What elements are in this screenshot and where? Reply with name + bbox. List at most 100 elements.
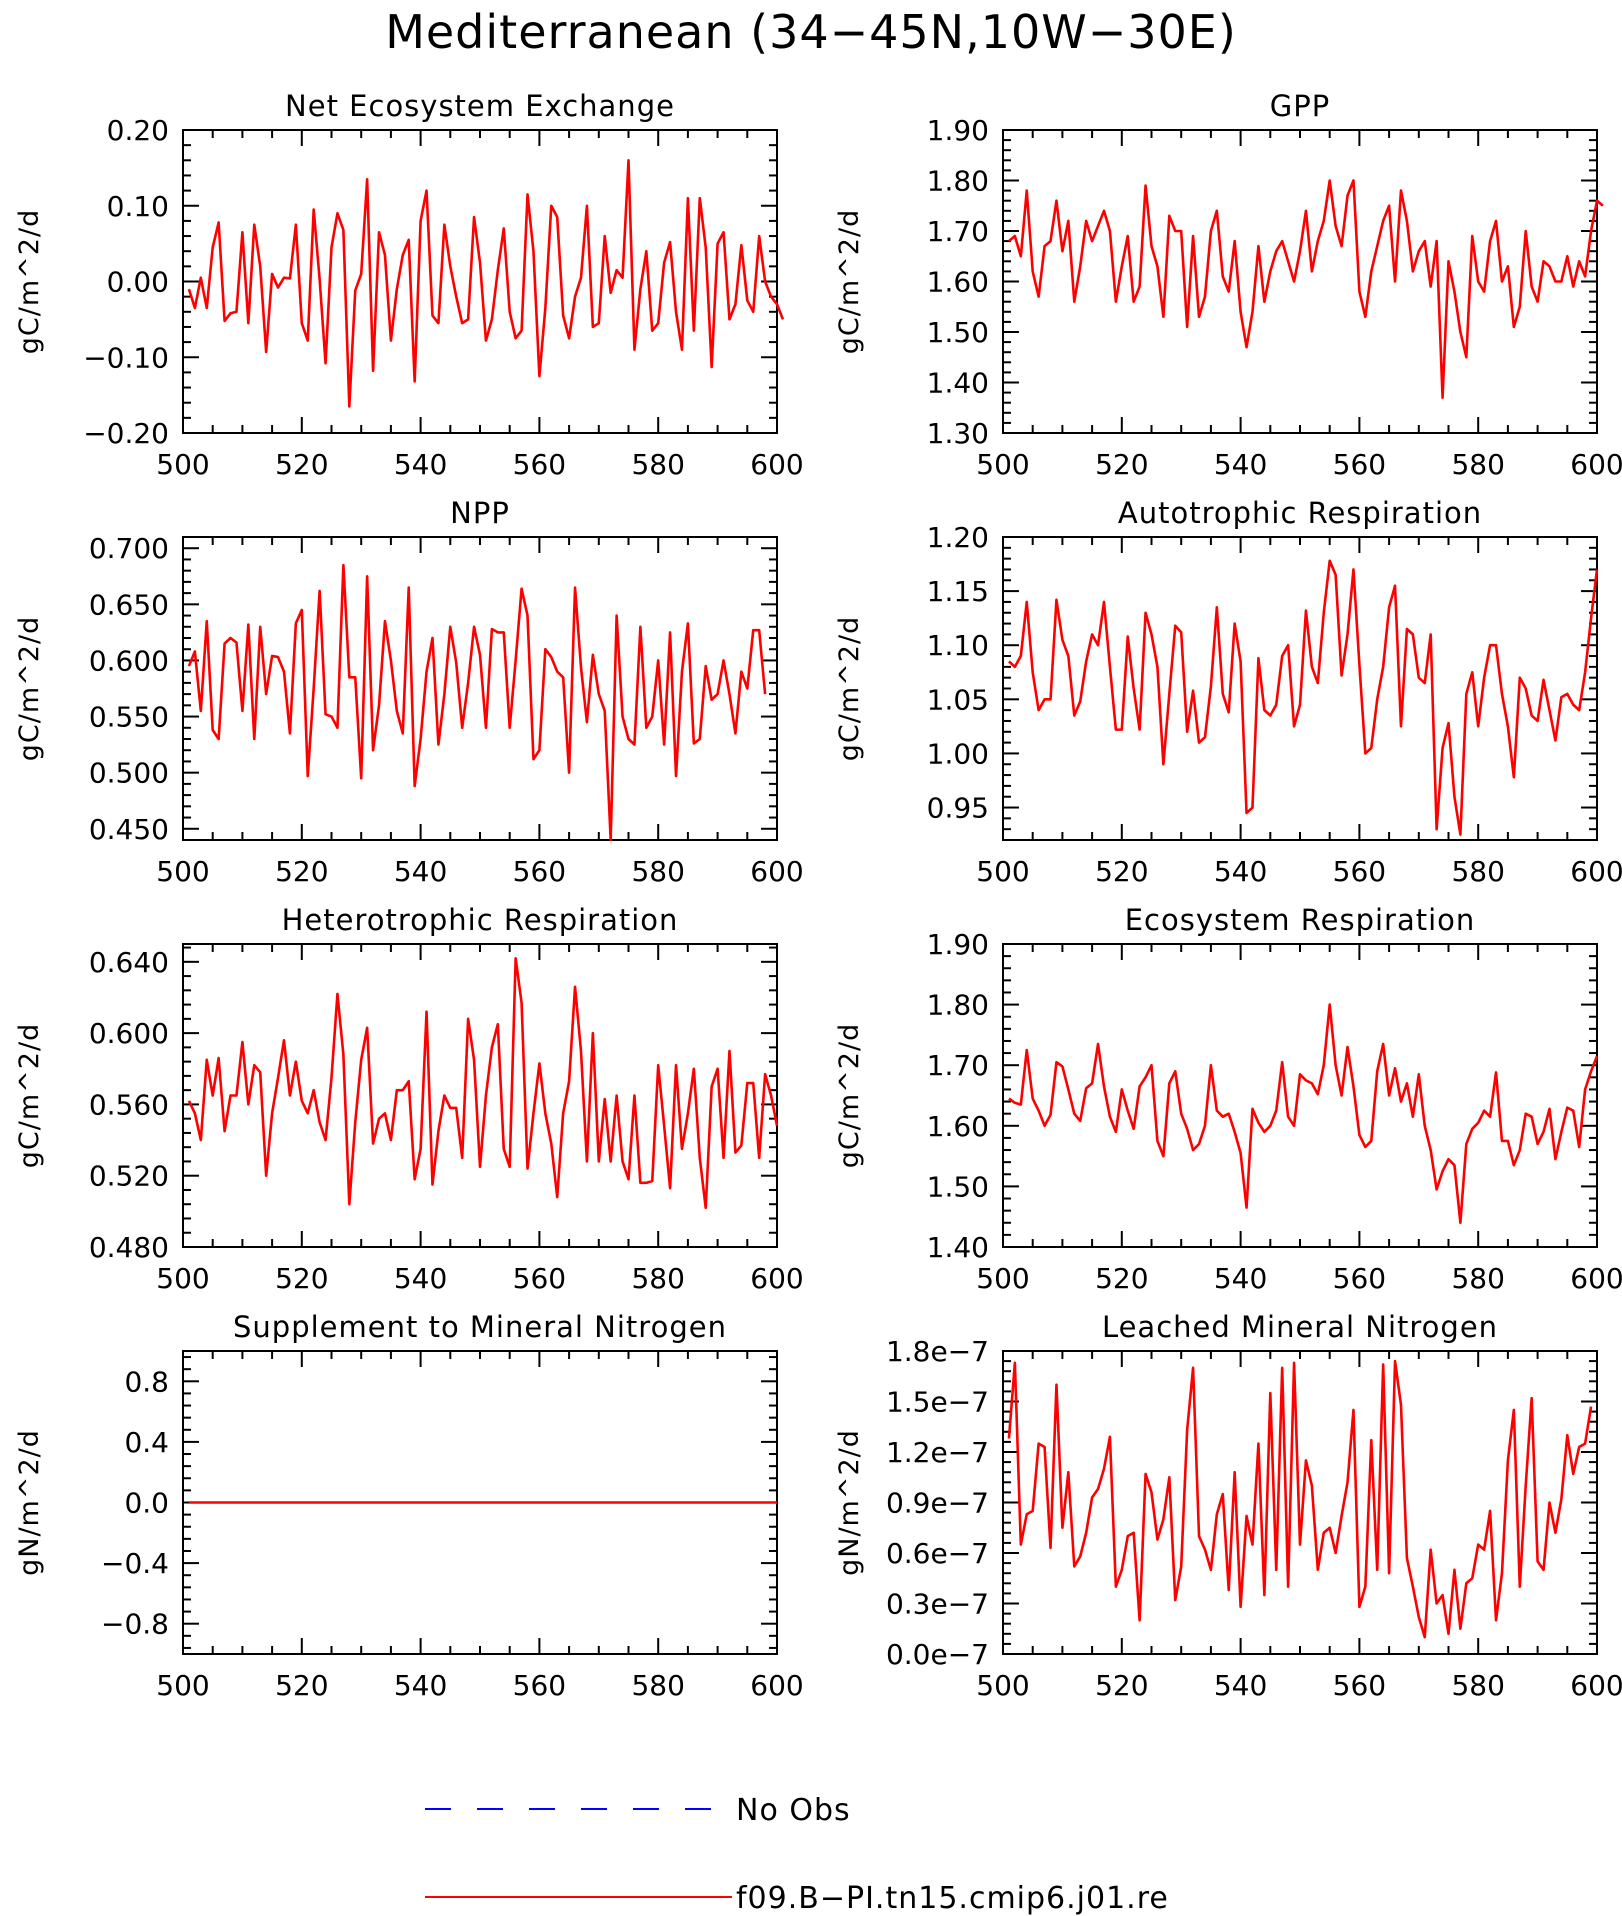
panel-title: Heterotrophic Respiration: [282, 903, 679, 937]
chart-panel-8: Leached Mineral Nitrogen gN/m^2/d 500 520 54…: [834, 1310, 1622, 1702]
y-tick-label: 1.2e−7: [886, 1436, 989, 1469]
y-tick-label: 0.600: [89, 644, 169, 677]
y-tick-label: 1.40: [927, 1231, 989, 1264]
data-series-line-1: [1008, 179, 1604, 399]
y-tick-label: 0.450: [89, 813, 169, 846]
y-tick-label: 1.70: [927, 215, 989, 248]
x-tick-label: 540: [1214, 855, 1267, 888]
x-tick-label: 580: [631, 448, 684, 481]
y-axis-label: gC/m^2/d: [834, 616, 865, 761]
data-series-line-1: [187, 563, 767, 842]
x-tick-label: 600: [750, 1262, 803, 1295]
x-tick-label: 540: [1214, 1262, 1267, 1295]
y-tick-label: 1.50: [927, 1170, 989, 1203]
y-tick-label: −0.10: [83, 341, 169, 374]
x-tick-label: 540: [394, 1262, 447, 1295]
x-tick-label: 500: [156, 448, 209, 481]
y-tick-label: 0.520: [89, 1160, 169, 1193]
x-tick-label: 580: [631, 1262, 684, 1295]
data-series-line-1: [187, 159, 785, 408]
y-tick-label: 1.60: [927, 266, 989, 299]
legend-label-model: f09.B−PI.tn15.cmip6.j01.re: [736, 1881, 1169, 1916]
y-tick-label: 1.10: [927, 629, 989, 662]
y-tick-label: 1.20: [927, 521, 989, 554]
y-axis-label: gC/m^2/d: [14, 616, 45, 761]
y-axis-label: gC/m^2/d: [14, 1023, 45, 1168]
panel-title: Autotrophic Respiration: [1118, 496, 1482, 530]
x-tick-label: 560: [513, 1669, 566, 1702]
y-tick-label: −0.8: [101, 1608, 169, 1641]
y-tick-label: 0.6e−7: [886, 1537, 989, 1570]
y-tick-label: 0.00: [107, 266, 169, 299]
x-tick-label: 560: [513, 1262, 566, 1295]
x-tick-label: 580: [1451, 855, 1504, 888]
x-tick-label: 580: [1451, 448, 1504, 481]
x-tick-label: 500: [976, 1262, 1029, 1295]
y-tick-label: 0.8: [124, 1365, 169, 1398]
panel-title: NPP: [450, 496, 510, 530]
x-tick-label: 580: [631, 855, 684, 888]
y-tick-label: −0.20: [83, 417, 169, 450]
x-tick-label: 600: [1570, 448, 1622, 481]
x-tick-label: 520: [275, 448, 328, 481]
plot-frame: [1002, 129, 1598, 434]
x-tick-label: 560: [513, 448, 566, 481]
panel-title: Supplement to Mineral Nitrogen: [233, 1310, 727, 1344]
data-series-line-1: [1007, 1359, 1593, 1639]
x-tick-label: 520: [275, 855, 328, 888]
x-tick-label: 500: [976, 448, 1029, 481]
x-tick-label: 600: [1570, 855, 1622, 888]
x-tick-label: 520: [275, 1669, 328, 1702]
chart-panel-2: GPP gC/m^2/d 500 520 540 560 580 600 1.30 1.40 1.5…: [834, 89, 1622, 481]
x-tick-label: 520: [1095, 1669, 1148, 1702]
x-tick-label: 520: [1095, 448, 1148, 481]
x-tick-label: 500: [976, 855, 1029, 888]
y-axis-label: gC/m^2/d: [14, 209, 45, 354]
y-tick-label: 1.80: [927, 165, 989, 198]
y-tick-label: 1.05: [927, 683, 989, 716]
x-tick-label: 560: [1333, 855, 1386, 888]
y-tick-label: 1.80: [927, 989, 989, 1022]
data-series-line-1: [1008, 559, 1599, 836]
y-tick-label: 1.00: [927, 737, 989, 770]
y-tick-label: 0.3e−7: [886, 1588, 989, 1621]
x-tick-label: 500: [156, 1262, 209, 1295]
y-tick-label: 0.95: [927, 792, 989, 825]
y-tick-label: 0.480: [89, 1231, 169, 1264]
x-tick-label: 600: [1570, 1262, 1622, 1295]
x-tick-label: 560: [1333, 448, 1386, 481]
chart-panel-7: Supplement to Mineral Nitrogen gN/m^2/d 50…: [14, 1310, 804, 1702]
data-series-line-1: [187, 956, 779, 1210]
x-tick-label: 500: [976, 1669, 1029, 1702]
y-tick-label: 0.0: [124, 1487, 169, 1520]
x-tick-label: 560: [1333, 1262, 1386, 1295]
x-tick-label: 600: [750, 448, 803, 481]
x-tick-label: 540: [394, 855, 447, 888]
figure-title: Mediterranean (34−45N,10W−30E): [385, 5, 1237, 59]
x-tick-label: 540: [1214, 448, 1267, 481]
x-tick-label: 580: [1451, 1669, 1504, 1702]
x-tick-label: 520: [1095, 855, 1148, 888]
chart-panels: Net Ecosystem Exchange gC/m^2/d 500 520 540 5…: [14, 89, 1622, 1702]
x-tick-label: 600: [1570, 1669, 1622, 1702]
x-tick-label: 560: [1333, 1669, 1386, 1702]
y-tick-label: 0.640: [89, 946, 169, 979]
x-tick-label: 520: [1095, 1262, 1148, 1295]
chart-panel-4: Autotrophic Respiration gC/m^2/d 500 520 540…: [834, 496, 1622, 888]
y-tick-label: 1.40: [927, 367, 989, 400]
x-tick-label: 580: [1451, 1262, 1504, 1295]
y-tick-label: 1.15: [927, 575, 989, 608]
panel-title: Leached Mineral Nitrogen: [1102, 1310, 1498, 1344]
plot-frame: [1002, 943, 1598, 1248]
y-tick-label: 0.550: [89, 701, 169, 734]
x-tick-label: 520: [275, 1262, 328, 1295]
y-tick-label: 1.70: [927, 1049, 989, 1082]
y-tick-label: 1.90: [927, 114, 989, 147]
y-tick-label: 1.8e−7: [886, 1335, 989, 1368]
data-series-line-1: [1008, 1003, 1599, 1225]
x-tick-label: 540: [1214, 1669, 1267, 1702]
x-tick-label: 600: [750, 1669, 803, 1702]
y-tick-label: 0.4: [124, 1426, 169, 1459]
y-tick-label: 1.50: [927, 316, 989, 349]
y-tick-label: 0.10: [107, 190, 169, 223]
